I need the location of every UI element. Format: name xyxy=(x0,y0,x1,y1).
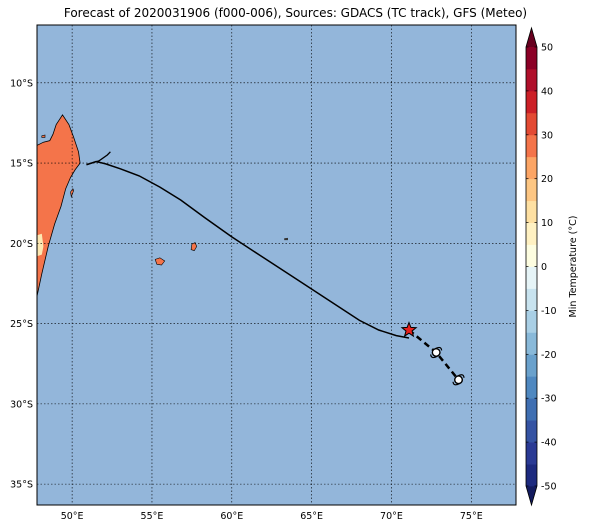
map-area xyxy=(36,24,517,506)
lon-tick-label: 75°E xyxy=(460,511,483,522)
lon-tick-label: 55°E xyxy=(141,511,164,522)
cyclone-arm xyxy=(452,381,460,386)
colorbar-label: Min Temperature (°C) xyxy=(568,216,579,318)
cyclone-arm xyxy=(430,354,438,359)
lat-tick-label: 10°S xyxy=(10,78,33,89)
colorbar-tick-label: 40 xyxy=(541,86,553,97)
nosy-be-island xyxy=(41,134,46,138)
lon-tick-label: 65°E xyxy=(300,511,323,522)
current-position-star-icon xyxy=(400,321,418,338)
colorbar-level xyxy=(526,442,537,465)
axis-labels: 50°E 55°E 60°E 65°E 70°E 75°E 10°S 15°S 20°S 25°S… xyxy=(10,78,483,522)
colorbar-level xyxy=(526,332,537,355)
cyclone-eye xyxy=(454,375,464,385)
colorbar-level xyxy=(526,288,537,311)
lon-tick-label: 70°E xyxy=(380,511,403,522)
gridlines xyxy=(37,25,516,505)
colorbar-over-arrow xyxy=(526,28,537,47)
colorbar-level xyxy=(526,310,537,333)
madagascar-land xyxy=(37,114,81,297)
warm-pale-patch xyxy=(37,233,44,257)
colorbar-level xyxy=(526,354,537,377)
lon-tick-label: 50°E xyxy=(61,511,84,522)
lon-tick-label: 60°E xyxy=(220,511,243,522)
mauritius-island xyxy=(190,242,198,251)
colorbar-level xyxy=(526,68,537,92)
reunion-island xyxy=(154,257,166,266)
rodrigues-island xyxy=(284,237,289,241)
land-layer xyxy=(37,114,289,297)
cyclone-eye xyxy=(431,347,441,357)
colorbar-tick-label: -40 xyxy=(541,438,557,449)
colorbar-tick-label: -30 xyxy=(541,394,557,405)
map-frame xyxy=(36,24,517,506)
past-track-line xyxy=(86,160,410,339)
lat-tick-label: 25°S xyxy=(10,319,33,330)
colorbar-level xyxy=(526,47,537,70)
colorbar-tick-label: 20 xyxy=(541,174,553,185)
colorbar-level xyxy=(526,420,537,443)
lat-tick-label: 30°S xyxy=(10,399,33,410)
colorbar-level xyxy=(526,398,537,421)
cyclone-symbol-icon xyxy=(452,374,465,386)
lat-tick-label: 15°S xyxy=(10,159,33,170)
colorbar-tick-label: 50 xyxy=(541,43,553,54)
cyclone-track xyxy=(86,151,465,386)
colorbar-level xyxy=(526,90,537,114)
cyclone-arm xyxy=(434,346,443,351)
colorbar-tick-label: -50 xyxy=(541,482,557,493)
colorbar-under-arrow xyxy=(526,486,537,505)
colorbar-tick-label: -10 xyxy=(541,306,557,317)
colorbar-level xyxy=(526,156,537,180)
colorbar-level xyxy=(526,266,537,289)
colorbar-level xyxy=(526,134,537,158)
colorbar-level xyxy=(526,178,537,202)
colorbar-tick-label: -20 xyxy=(541,350,557,361)
colorbar-level xyxy=(526,222,537,245)
cyclone-symbol-icon xyxy=(430,346,443,359)
colorbar-level xyxy=(526,376,537,399)
map-title: Forecast of 2020031906 (f000-006), Sourc… xyxy=(63,6,528,20)
track-start-hook xyxy=(86,151,111,166)
cyclone-arm xyxy=(457,374,465,378)
lat-tick-label: 20°S xyxy=(10,239,33,250)
ocean xyxy=(37,25,516,505)
lat-tick-label: 35°S xyxy=(10,480,33,491)
colorbar-tick-label: 30 xyxy=(541,130,553,141)
colorbar-level xyxy=(526,244,537,267)
colorbar: -50 -40 -30 -20 -10 0 10 20 30 40 50 Min Temperatur… xyxy=(525,26,579,507)
colorbar-tick-label: 0 xyxy=(541,262,547,273)
colorbar-tick-label: 10 xyxy=(541,218,553,229)
colorbar-level xyxy=(526,112,537,136)
colorbar-level xyxy=(526,200,537,223)
colorbar-level xyxy=(526,464,537,487)
